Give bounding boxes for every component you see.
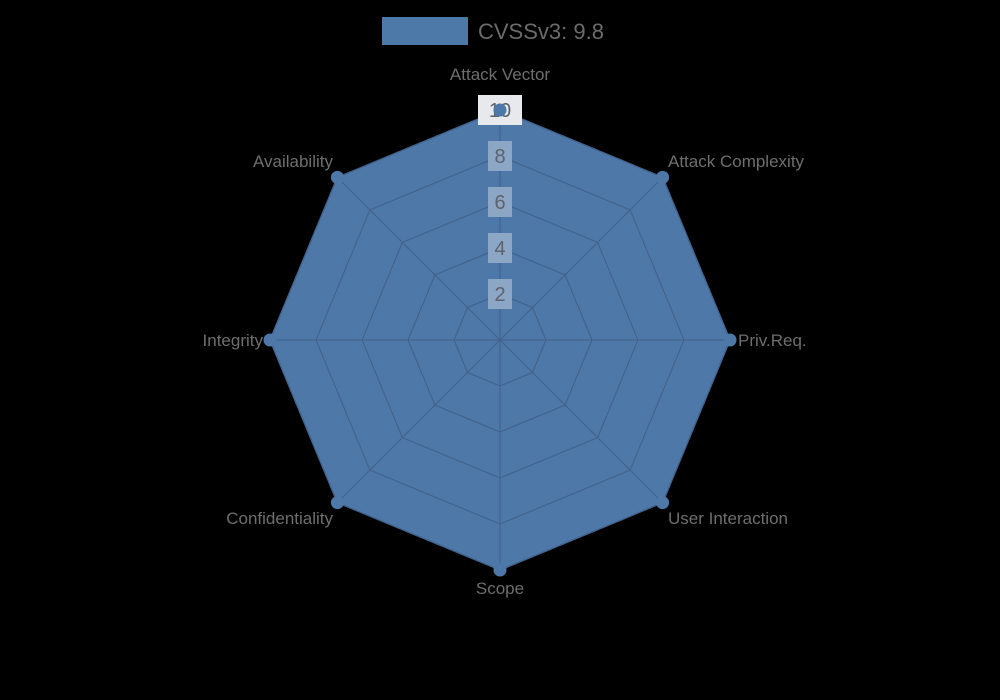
- axis-label: Availability: [253, 152, 334, 171]
- vertex-marker: [263, 333, 277, 347]
- legend-label: CVSSv3: 9.8: [478, 19, 604, 44]
- axis-label: Confidentiality: [226, 509, 333, 528]
- axis-label: Attack Vector: [450, 65, 550, 84]
- grid-ring: [315, 155, 685, 525]
- legend-swatch: [382, 17, 468, 45]
- radial-tick-box: [488, 141, 512, 171]
- axis-label: Attack Complexity: [668, 152, 805, 171]
- axis-spoke: [337, 177, 501, 341]
- axis-label: Priv.Req.: [738, 331, 807, 350]
- axis-label: Scope: [476, 579, 524, 598]
- grid-ring: [453, 293, 547, 387]
- radial-tick-box: [488, 279, 512, 309]
- vertex-marker: [723, 333, 737, 347]
- vertex-marker: [493, 563, 507, 577]
- axis-label-layer: Attack Vector Attack Complexity Priv.Req. U…: [203, 65, 807, 598]
- legend: CVSSv3: 9.8: [382, 17, 604, 45]
- grid-layer: [269, 109, 731, 571]
- grid-ring: [407, 247, 593, 433]
- radial-tick-label: 6: [494, 192, 505, 214]
- radial-tick-box: [488, 187, 512, 217]
- vertex-marker: [656, 496, 670, 510]
- axis-label: User Interaction: [668, 509, 788, 528]
- radial-tick-label: 4: [494, 238, 505, 260]
- vertex-marker: [493, 103, 507, 117]
- marker-layer: [263, 103, 737, 577]
- radial-tick-label: 8: [494, 146, 505, 168]
- vertex-marker: [656, 170, 670, 184]
- grid-ring: [361, 201, 639, 479]
- radial-tick-box: [488, 233, 512, 263]
- radial-tick-label: 2: [494, 284, 505, 306]
- vertex-marker: [330, 170, 344, 184]
- axis-spoke: [499, 177, 663, 341]
- axis-label: Integrity: [203, 331, 264, 350]
- vertex-marker: [330, 496, 344, 510]
- axis-spoke: [499, 339, 663, 503]
- axis-spoke: [337, 339, 501, 503]
